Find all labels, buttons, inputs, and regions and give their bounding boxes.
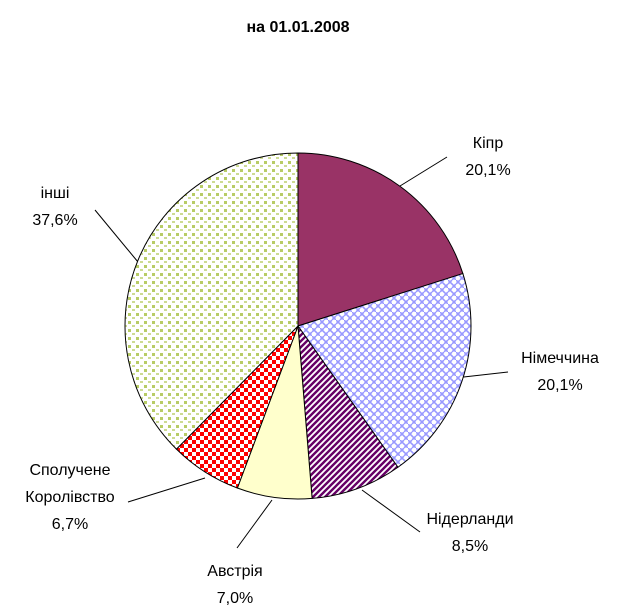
value-label: 7,0% <box>216 590 254 605</box>
pie-slice <box>297 152 464 327</box>
slice-label: Сполучене Королівство 6,7% <box>10 457 130 538</box>
slice-label: Австрія 7,0% <box>185 558 285 605</box>
leader-line <box>399 156 448 187</box>
value-label: 8,5% <box>451 538 489 555</box>
pie-slice <box>297 324 399 499</box>
chart-title: на 01.01.2008 <box>246 19 349 36</box>
slice-label: Нідерланди 8,5% <box>405 506 535 560</box>
category-label: Австрія <box>207 563 263 580</box>
leader-line <box>236 499 273 549</box>
leader-line <box>361 489 421 533</box>
value-label: 20,1% <box>537 377 583 394</box>
category-label: інші <box>40 185 70 202</box>
pie-slice <box>297 272 472 468</box>
value-label: 37,6% <box>32 212 78 229</box>
category-label: Сполучене Королівство <box>25 462 115 506</box>
value-label: 20,1% <box>465 162 511 179</box>
leader-lines <box>94 156 509 549</box>
category-label: Кіпр <box>472 135 504 152</box>
leader-line <box>94 209 139 263</box>
slice-label: Німеччина 20,1% <box>500 345 617 399</box>
slice-label: Кіпр 20,1% <box>448 130 528 184</box>
category-label: Німеччина <box>521 350 599 367</box>
slice-label: інші 37,6% <box>15 180 95 234</box>
category-label: Нідерланди <box>426 511 514 528</box>
leader-line <box>127 477 206 503</box>
pie-slice <box>124 152 299 450</box>
value-label: 6,7% <box>51 516 89 533</box>
